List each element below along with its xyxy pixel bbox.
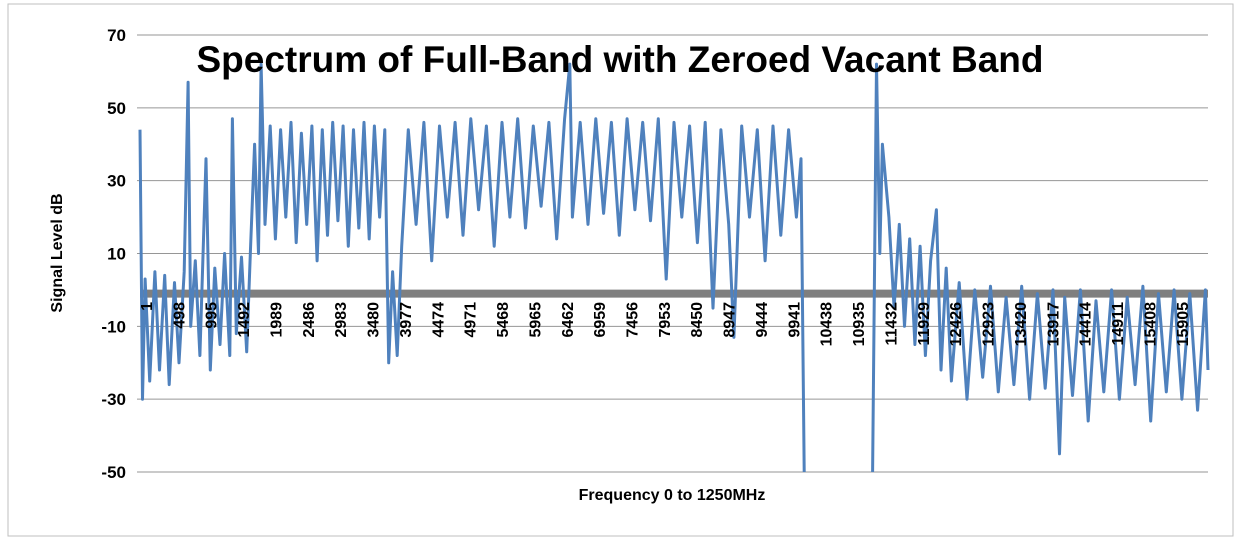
y-tick-label: -30 bbox=[101, 390, 126, 409]
x-tick-label: 14911 bbox=[1110, 302, 1127, 346]
x-tick-label: 2486 bbox=[301, 302, 318, 338]
x-tick-label: 14414 bbox=[1078, 302, 1095, 347]
x-tick-label: 5965 bbox=[527, 302, 544, 338]
x-tick-label: 15905 bbox=[1175, 302, 1192, 347]
x-tick-label: 4971 bbox=[463, 302, 480, 338]
x-tick-label: 15408 bbox=[1142, 302, 1159, 347]
x-tick-label: 5468 bbox=[495, 302, 512, 338]
chart-border bbox=[7, 3, 1234, 537]
x-tick-label: 7953 bbox=[657, 302, 674, 338]
y-tick-label: 70 bbox=[107, 26, 126, 45]
x-tick-label: 4474 bbox=[430, 302, 447, 338]
x-axis-title: Frequency 0 to 1250MHz bbox=[579, 487, 766, 504]
x-tick-label: 2983 bbox=[333, 302, 350, 338]
y-tick-label: -50 bbox=[101, 463, 126, 482]
x-tick-label: 13917 bbox=[1045, 302, 1062, 347]
x-tick-label: 3480 bbox=[366, 302, 383, 338]
x-tick-label: 8450 bbox=[689, 302, 706, 338]
y-tick-label: 10 bbox=[107, 245, 126, 264]
x-tick-label: 6462 bbox=[560, 302, 577, 338]
y-tick-label: 50 bbox=[107, 99, 126, 118]
x-tick-label: 9444 bbox=[754, 302, 771, 338]
x-tick-label: 7456 bbox=[625, 302, 642, 338]
chart-title: Spectrum of Full-Band with Zeroed Vacant… bbox=[197, 39, 1044, 80]
tick-labels: -50 -30 -10 10 30 50 70 1 498 995 1492 1989 2486 2983… bbox=[101, 26, 1191, 482]
x-tick-label: 10935 bbox=[851, 302, 868, 347]
y-axis-title: Signal Level dB bbox=[49, 193, 66, 312]
y-tick-label: 30 bbox=[107, 172, 126, 191]
x-tick-label: 1 bbox=[139, 302, 156, 311]
x-tick-label: 3977 bbox=[398, 302, 415, 338]
x-tick-label: 1989 bbox=[268, 302, 285, 338]
series-line bbox=[138, 62, 1210, 473]
plot-area bbox=[138, 62, 1210, 473]
x-tick-label: 11432 bbox=[883, 302, 900, 346]
x-tick-label: 8947 bbox=[722, 302, 739, 338]
x-tick-label: 995 bbox=[204, 302, 221, 329]
x-tick-label: 12426 bbox=[948, 302, 965, 347]
x-tick-label: 10438 bbox=[819, 302, 836, 347]
x-tick-label: 9941 bbox=[786, 302, 803, 338]
x-tick-label: 13420 bbox=[1013, 302, 1030, 347]
x-tick-label: 11929 bbox=[916, 302, 933, 346]
y-tick-label: -10 bbox=[101, 317, 126, 336]
x-tick-label: 498 bbox=[171, 302, 188, 329]
x-tick-label: 12923 bbox=[981, 302, 998, 347]
x-tick-label: 6959 bbox=[592, 302, 609, 338]
x-tick-label: 1492 bbox=[236, 302, 253, 338]
